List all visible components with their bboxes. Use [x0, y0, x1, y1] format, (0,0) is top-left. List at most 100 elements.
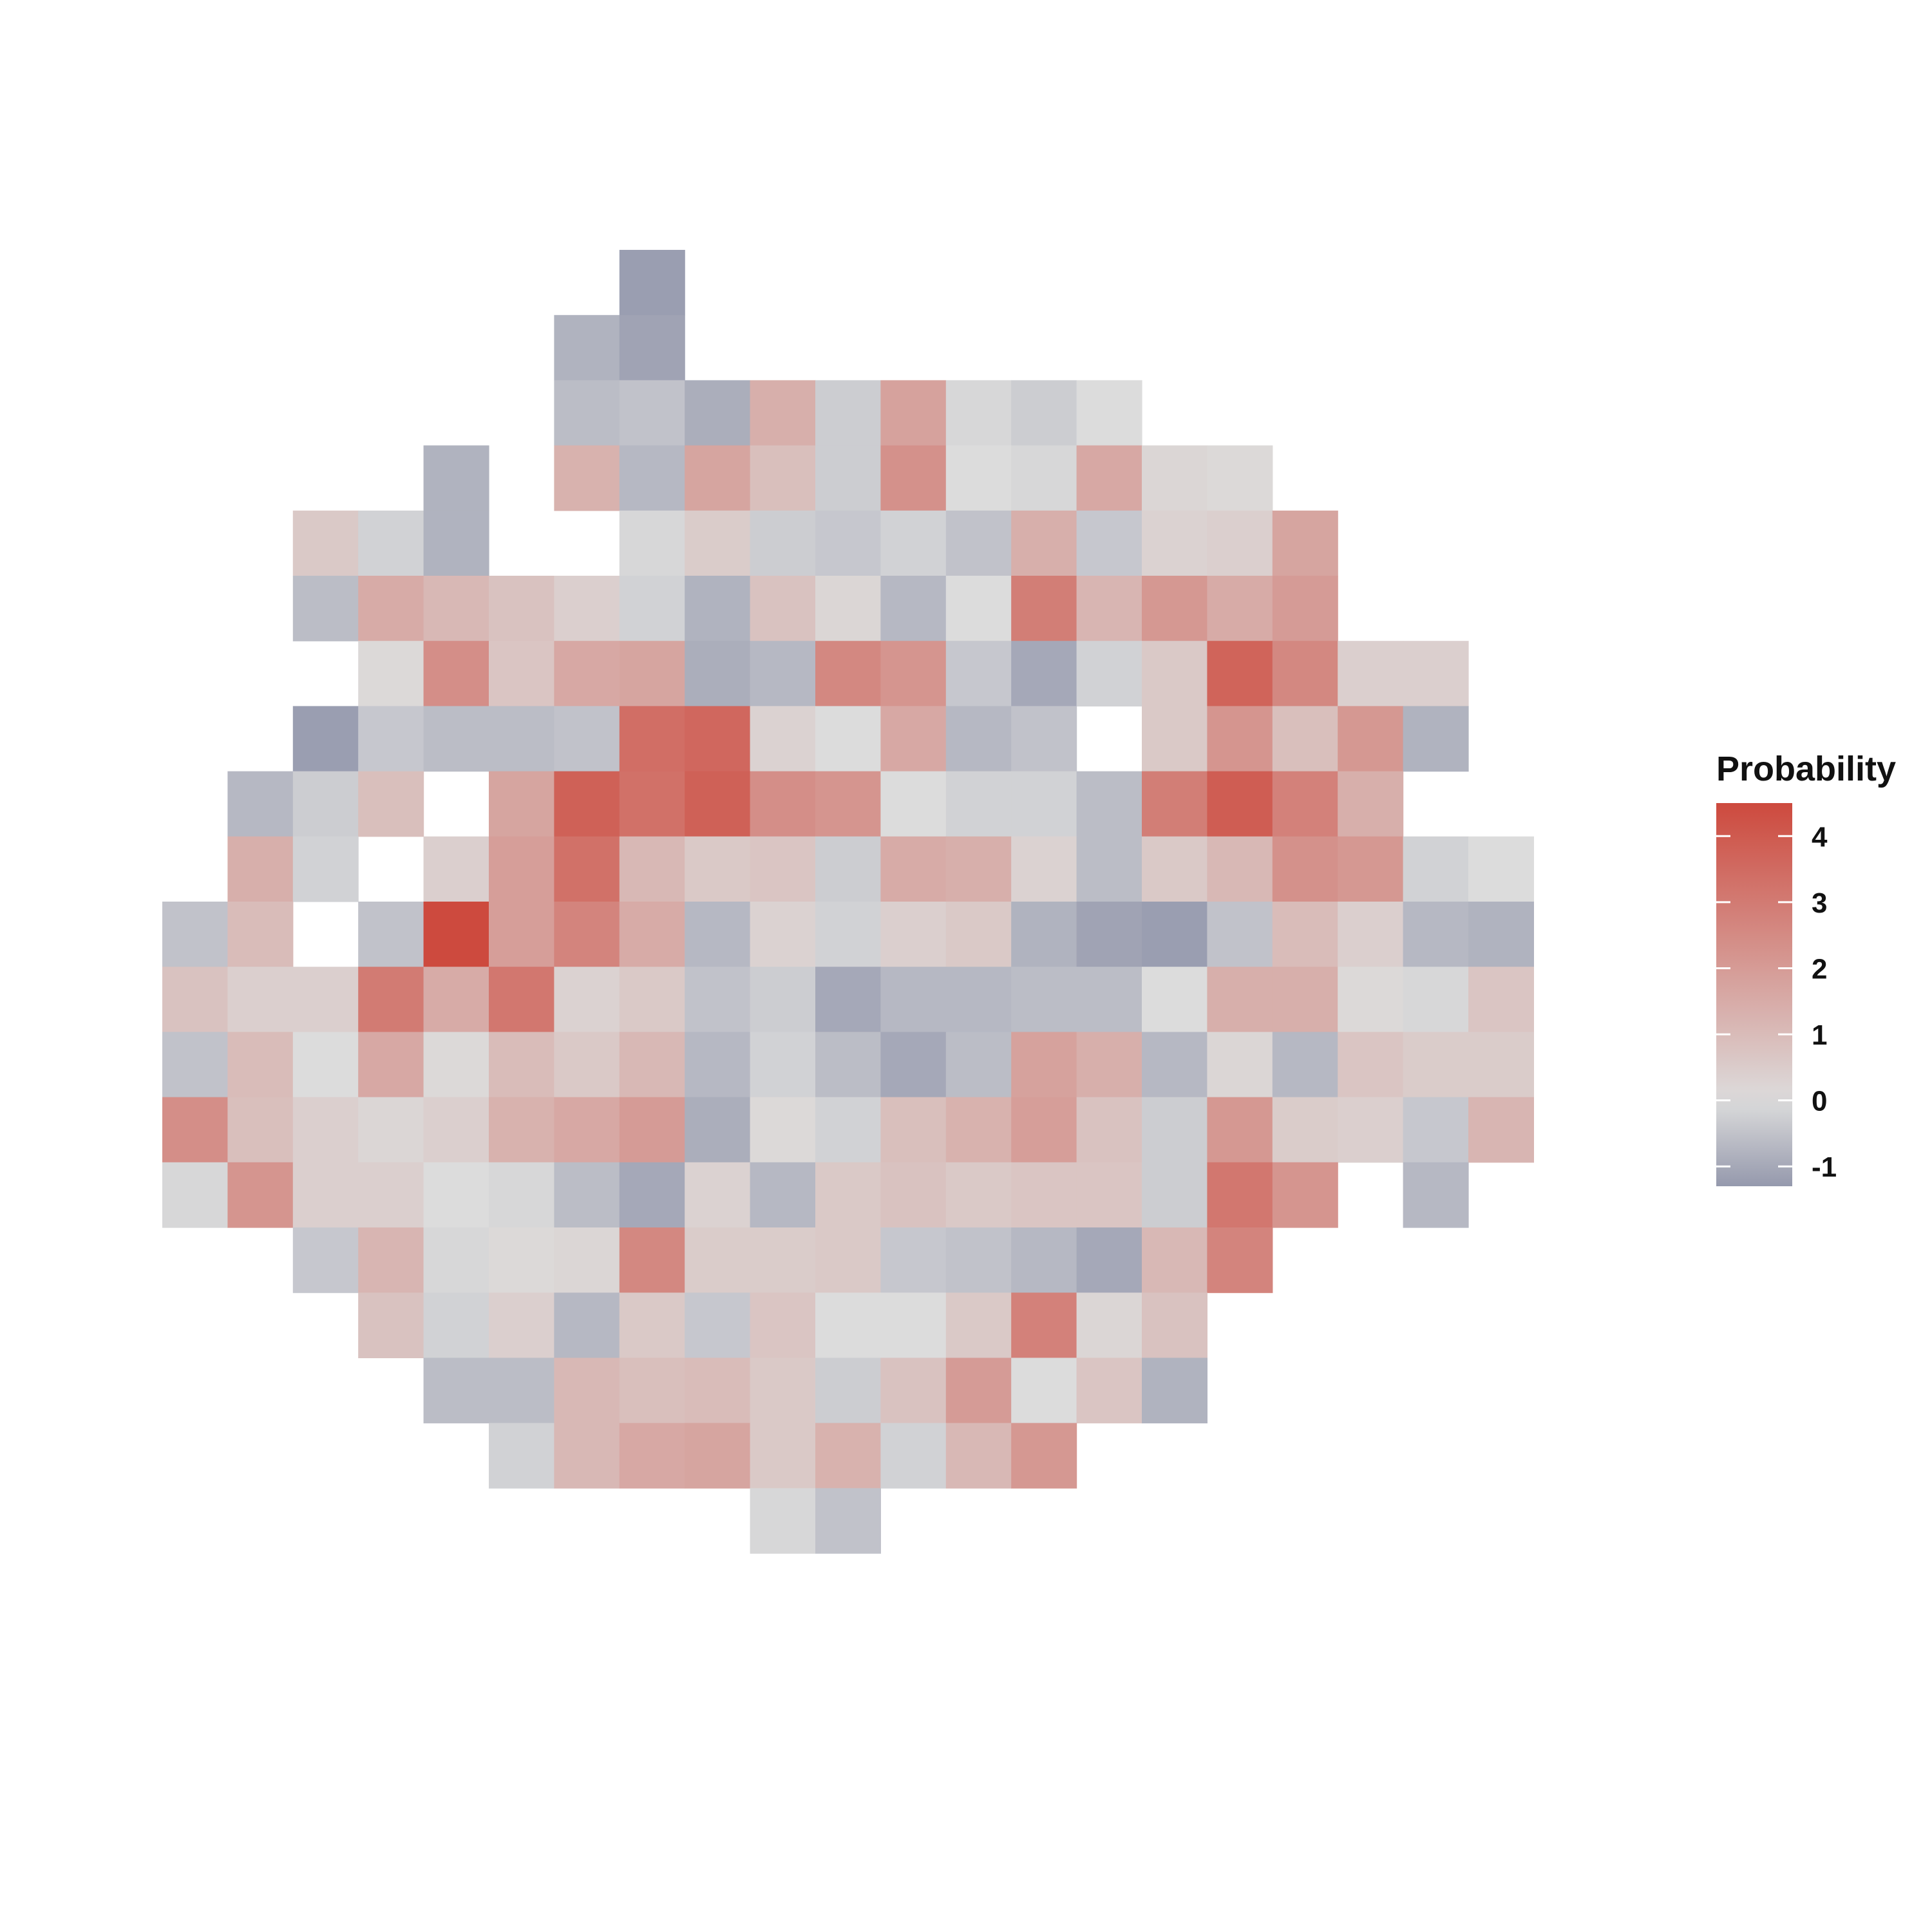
heatmap-cell — [750, 380, 816, 446]
heatmap-cell — [685, 967, 751, 1032]
legend-colorbar — [1716, 803, 1792, 1186]
heatmap-cell — [1272, 1162, 1338, 1228]
heatmap-cell — [1011, 641, 1077, 706]
heatmap-cell — [619, 1227, 685, 1293]
heatmap-cell — [815, 836, 881, 902]
heatmap-cell — [945, 1358, 1012, 1424]
heatmap-cell — [685, 902, 751, 967]
heatmap-cell — [1207, 1032, 1273, 1098]
heatmap-cell — [162, 1097, 228, 1163]
heatmap-cell — [423, 1358, 489, 1424]
heatmap-cell — [554, 902, 620, 967]
heatmap-cell — [1338, 836, 1404, 902]
heatmap-cell — [880, 1227, 947, 1293]
heatmap-cell — [1011, 510, 1077, 576]
heatmap-cell — [292, 1032, 359, 1098]
heatmap-cell — [227, 902, 294, 967]
heatmap-cell — [1403, 706, 1469, 772]
heatmap-cell — [423, 1162, 489, 1228]
heatmap-cell — [1272, 641, 1338, 706]
legend-title: Probability — [1716, 750, 1896, 788]
heatmap-cell — [945, 576, 1012, 641]
heatmap-cell — [1468, 1032, 1534, 1098]
heatmap-cell — [489, 836, 554, 902]
heatmap-cell — [815, 1488, 881, 1554]
heatmap-cell — [945, 1032, 1012, 1098]
legend: Probability 4 3 2 1 0 -1 — [1716, 750, 1896, 1186]
heatmap-cell — [750, 576, 816, 641]
legend-tick-label: 3 — [1812, 887, 1827, 919]
legend-tick-label: 0 — [1812, 1086, 1827, 1117]
heatmap-cell — [1468, 967, 1534, 1032]
heatmap-cell — [1142, 1032, 1208, 1098]
heatmap-cell — [945, 1097, 1012, 1163]
heatmap-cell — [1403, 1162, 1469, 1228]
heatmap-cell — [1207, 1162, 1273, 1228]
heatmap-cell — [292, 576, 359, 641]
heatmap-cell — [1207, 706, 1273, 772]
legend-tick-label: 4 — [1812, 821, 1828, 853]
heatmap-cell — [423, 967, 489, 1032]
heatmap-cell — [1011, 576, 1077, 641]
heatmap-cell — [554, 641, 620, 706]
heatmap-cell — [1338, 1097, 1404, 1163]
heatmap-cell — [358, 967, 424, 1032]
heatmap-cell — [1076, 967, 1142, 1032]
heatmap-cell — [554, 1032, 620, 1098]
heatmap-cell — [1272, 1032, 1338, 1098]
heatmap-cell — [227, 836, 294, 902]
heatmap-cell — [1076, 1227, 1142, 1293]
heatmap-cell — [358, 576, 424, 641]
heatmap-cell — [1076, 836, 1142, 902]
heatmap-cell — [880, 1097, 947, 1163]
heatmap-cell — [815, 445, 881, 511]
heatmap-cell — [750, 706, 816, 772]
heatmap-cell — [815, 902, 881, 967]
heatmap-cell — [880, 967, 947, 1032]
heatmap-cell — [292, 706, 359, 772]
heatmap-cell — [1207, 836, 1273, 902]
heatmap-cell — [358, 771, 424, 837]
heatmap-cell — [685, 576, 751, 641]
heatmap-cell — [1142, 576, 1208, 641]
heatmap-cell — [1076, 1032, 1142, 1098]
heatmap-cell — [1011, 1423, 1077, 1489]
heatmap-cell — [945, 1227, 1012, 1293]
heatmap-cell — [1011, 706, 1077, 772]
heatmap-cell — [1142, 1293, 1208, 1358]
heatmap-cell — [1338, 1032, 1404, 1098]
heatmap-cell — [358, 641, 424, 706]
heatmap-cell — [945, 1293, 1012, 1358]
heatmap-cell — [750, 445, 816, 511]
heatmap-cell — [1272, 576, 1338, 641]
heatmap-cell — [554, 576, 620, 641]
heatmap-cell — [1011, 1293, 1077, 1358]
heatmap-cell — [619, 1162, 685, 1228]
heatmap-cell — [750, 1293, 816, 1358]
heatmap-cell — [1142, 445, 1208, 511]
heatmap-cell — [750, 1097, 816, 1163]
heatmap-cell — [554, 836, 620, 902]
heatmap-cell — [945, 706, 1012, 772]
heatmap-cell — [292, 1162, 359, 1228]
heatmap-cell — [1142, 1097, 1208, 1163]
heatmap-cell — [750, 967, 816, 1032]
heatmap-cell — [619, 1032, 685, 1098]
heatmap-cell — [292, 1097, 359, 1163]
heatmap-cell — [1403, 1032, 1469, 1098]
heatmap-cell — [1468, 902, 1534, 967]
heatmap-cell — [1011, 836, 1077, 902]
heatmap-cell — [1011, 1097, 1077, 1163]
heatmap-cell — [227, 967, 294, 1032]
heatmap-cell — [1011, 1227, 1077, 1293]
heatmap-cell — [292, 510, 359, 576]
heatmap-cell — [358, 1293, 424, 1358]
heatmap-cell — [619, 836, 685, 902]
heatmap-cell — [489, 641, 554, 706]
heatmap-cell — [227, 1032, 294, 1098]
heatmap-cell — [1142, 1162, 1208, 1228]
heatmap-cell — [685, 1032, 751, 1098]
heatmap-cell — [1076, 771, 1142, 837]
heatmap-cell — [815, 1227, 881, 1293]
heatmap-cell — [1076, 1358, 1142, 1424]
